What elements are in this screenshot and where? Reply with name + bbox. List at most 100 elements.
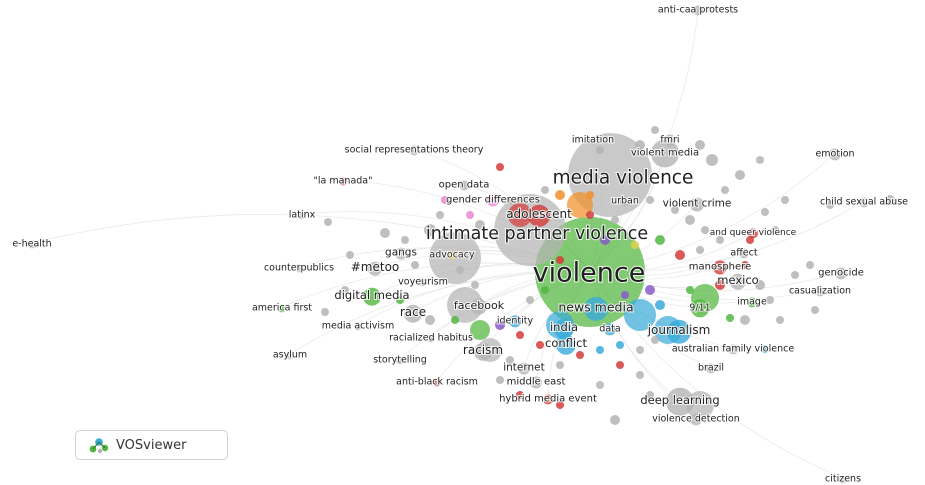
- node-dot[interactable]: [596, 381, 604, 389]
- node-voyeurism[interactable]: [419, 278, 427, 287]
- node-dot[interactable]: [675, 250, 685, 260]
- node-dot[interactable]: [556, 401, 564, 409]
- node-dot[interactable]: [526, 296, 534, 304]
- node-label-imitation[interactable]: imitation: [571, 133, 615, 146]
- node-label-asylum[interactable]: asylum: [272, 348, 308, 361]
- node-dot[interactable]: [324, 218, 332, 226]
- node-dot[interactable]: [536, 341, 544, 349]
- node-label-urban[interactable]: urban: [610, 194, 640, 207]
- node-dot[interactable]: [671, 206, 679, 214]
- node-label-news-media[interactable]: news media: [557, 298, 634, 315]
- node-dot[interactable]: [586, 191, 594, 199]
- node-dot[interactable]: [600, 235, 610, 245]
- node-dot[interactable]: [475, 220, 485, 230]
- node-label-and-queer-violence[interactable]: and queer violence: [709, 227, 798, 239]
- node-label-storytelling[interactable]: storytelling: [372, 353, 428, 366]
- node-label-violence-detection[interactable]: violence detection: [651, 412, 741, 425]
- node-dot[interactable]: [635, 140, 645, 150]
- node-dot[interactable]: [576, 351, 584, 359]
- node-dot[interactable]: [646, 196, 654, 204]
- node-brazil[interactable]: [706, 363, 716, 374]
- node-label-open-data[interactable]: open data: [438, 179, 491, 192]
- node-dot[interactable]: [596, 346, 604, 354]
- node-conflict[interactable]: [556, 334, 576, 355]
- node-dot[interactable]: [791, 271, 799, 279]
- node-imitation[interactable]: [589, 136, 597, 145]
- node-dot[interactable]: [466, 211, 474, 219]
- node-image[interactable]: [747, 297, 757, 308]
- node-label-racialized-habitus[interactable]: racialized habitus: [388, 331, 474, 344]
- node-dot[interactable]: [696, 246, 704, 254]
- node-adolescent[interactable]: [528, 204, 550, 227]
- node-hybrid-media-event[interactable]: [543, 394, 553, 405]
- node-label-middle-east[interactable]: middle east: [506, 376, 567, 389]
- node-violent-crime[interactable]: [690, 197, 704, 212]
- node-dot[interactable]: [380, 228, 390, 238]
- node-dot[interactable]: [586, 211, 594, 219]
- node-dot[interactable]: [496, 163, 504, 171]
- node-dot[interactable]: [811, 306, 819, 314]
- node-dot[interactable]: [541, 186, 549, 194]
- node-journalism[interactable]: [667, 319, 691, 344]
- node-emotion[interactable]: [829, 148, 841, 161]
- node-casualization[interactable]: [815, 286, 825, 297]
- node-dot[interactable]: [636, 346, 644, 354]
- node-label-media-activism[interactable]: media activism: [321, 319, 395, 332]
- node-label-advocacy[interactable]: advocacy: [428, 248, 476, 261]
- node-dot[interactable]: [755, 280, 765, 290]
- node-violent-media[interactable]: [651, 139, 679, 168]
- node-dot[interactable]: [706, 154, 718, 166]
- node-data[interactable]: [604, 323, 616, 336]
- node-dot[interactable]: [425, 315, 435, 325]
- node-america-first[interactable]: [278, 304, 286, 313]
- node-dot[interactable]: [506, 356, 514, 364]
- node-dot[interactable]: [735, 170, 745, 180]
- node-la-manada[interactable]: [339, 177, 347, 186]
- node-australian-family-violence[interactable]: [728, 344, 738, 355]
- node-label-racism[interactable]: racism: [462, 342, 504, 358]
- node-facebook[interactable]: [471, 298, 487, 315]
- node-dot[interactable]: [441, 196, 449, 204]
- node-label-la-manada[interactable]: "la manada": [313, 174, 374, 187]
- node-dot[interactable]: [761, 208, 769, 216]
- node-digital-media[interactable]: [363, 287, 381, 306]
- node-dot[interactable]: [631, 241, 639, 249]
- node-dot[interactable]: [495, 320, 505, 330]
- node-dot[interactable]: [424, 224, 436, 236]
- node-label-internet[interactable]: internet: [502, 361, 546, 375]
- node-racialized-habitus[interactable]: [427, 334, 435, 343]
- node-media-activism[interactable]: [354, 322, 362, 331]
- node-anti-caa-protests[interactable]: [693, 5, 703, 16]
- node-dot[interactable]: [651, 336, 659, 344]
- node-label-manosphere[interactable]: manosphere: [688, 261, 752, 274]
- node-dot[interactable]: [516, 391, 524, 399]
- node-open-data[interactable]: [459, 180, 469, 191]
- node-label-media-violence[interactable]: media violence: [552, 166, 695, 189]
- node-citizens[interactable]: [839, 475, 847, 484]
- node-metoo[interactable]: [368, 261, 382, 276]
- node-label-e-health[interactable]: e-health: [11, 237, 52, 250]
- node-label-genocide[interactable]: genocide: [817, 267, 865, 280]
- node-mexico[interactable]: [730, 273, 746, 290]
- node-label-mexico[interactable]: mexico: [716, 272, 759, 288]
- node-dot[interactable]: [341, 286, 349, 294]
- node-label-social-representations-theory[interactable]: social representations theory: [344, 143, 485, 156]
- node-dot[interactable]: [401, 236, 409, 244]
- node-dot[interactable]: [611, 216, 619, 224]
- node-violence-detection[interactable]: [690, 413, 702, 426]
- node-dot[interactable]: [321, 308, 329, 316]
- node-dot[interactable]: [506, 196, 514, 204]
- node-dot[interactable]: [716, 236, 724, 244]
- node-dot[interactable]: [471, 281, 479, 289]
- node-anti-black-racism[interactable]: [433, 378, 441, 387]
- node-label-gangs[interactable]: gangs: [384, 246, 418, 260]
- node-dot[interactable]: [721, 186, 729, 194]
- node-dot[interactable]: [555, 190, 565, 200]
- node-label-journalism[interactable]: journalism: [646, 322, 712, 338]
- node-dot[interactable]: [646, 391, 654, 399]
- node-label-image[interactable]: image: [736, 295, 768, 308]
- node-dot[interactable]: [346, 251, 354, 259]
- node-dot[interactable]: [766, 296, 774, 304]
- node-label-data[interactable]: data: [598, 322, 621, 335]
